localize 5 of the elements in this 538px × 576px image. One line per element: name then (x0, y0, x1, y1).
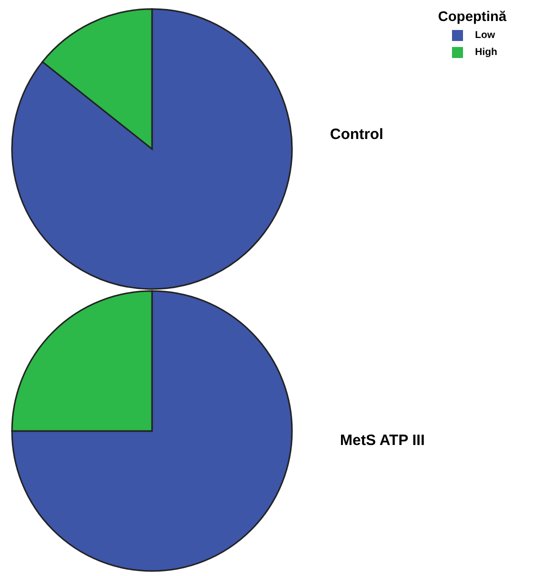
text: MetS ATP III (340, 432, 425, 449)
legend-label: High (475, 47, 498, 58)
legend-title: Copeptină (438, 8, 508, 24)
legend-label: Low (475, 30, 495, 41)
text: Control (330, 126, 384, 143)
